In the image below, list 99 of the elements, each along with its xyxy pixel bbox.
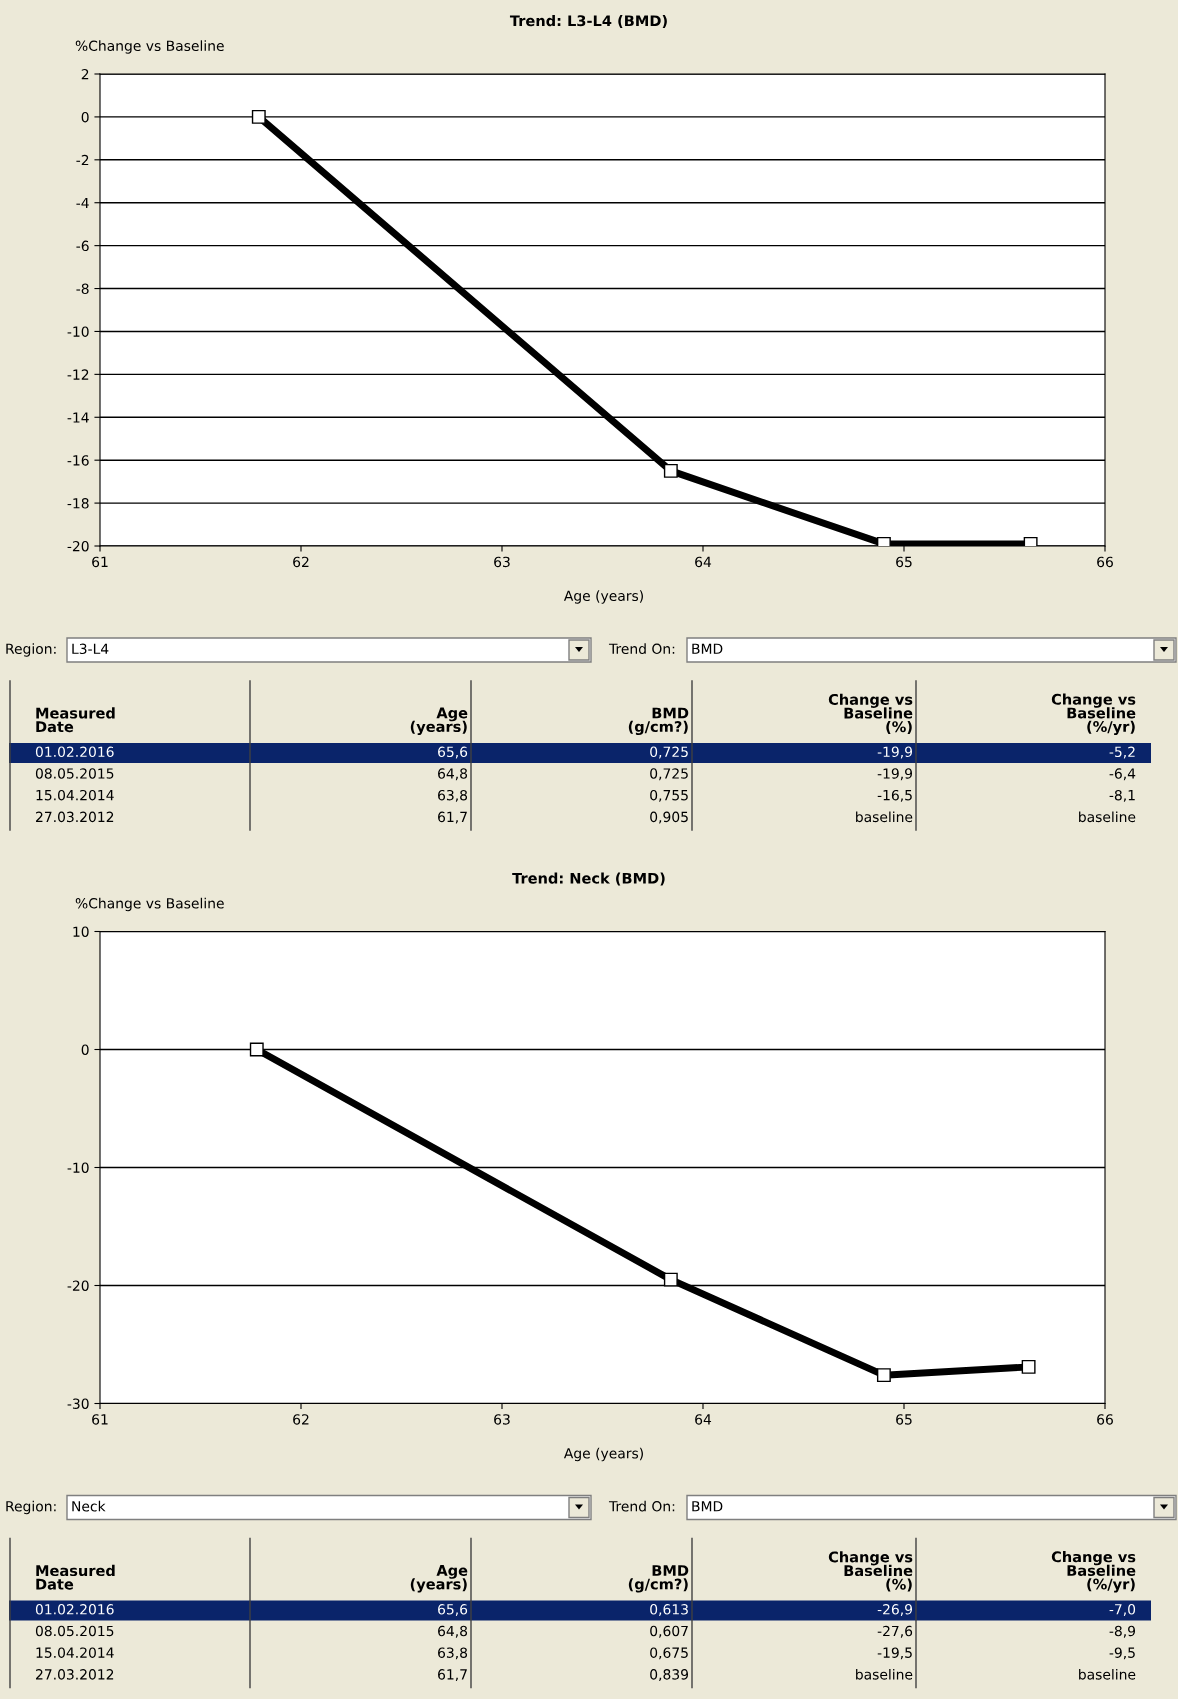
x-tick-label: 66 — [1097, 1414, 1113, 1425]
text: -16,5 — [877, 789, 912, 802]
y-tick-label: 2 — [81, 68, 89, 80]
text: Region: — [6, 643, 56, 657]
text: Trend On: — [608, 643, 675, 655]
text: 0,755 — [650, 789, 688, 802]
text: 64,8 — [438, 1625, 468, 1638]
x-tick-label: 64 — [695, 1414, 712, 1425]
x-axis-title: Age (years) — [563, 1447, 643, 1462]
text: BMD — [692, 643, 723, 654]
text: 65,6 — [438, 1604, 468, 1616]
text: -19,5 — [877, 1647, 912, 1660]
point — [663, 1272, 678, 1287]
y-tick-label: -30 — [67, 1398, 89, 1409]
text: -6,4 — [1109, 768, 1136, 781]
x-axis-title: Age (years) — [563, 590, 643, 604]
text: BMD (g/cm?) — [628, 707, 689, 735]
x-tick-label: 65 — [896, 556, 912, 568]
y-tick-label: -4 — [76, 197, 89, 208]
text: -19,9 — [877, 746, 913, 759]
text: Measured Date — [36, 707, 115, 733]
text: Neck — [72, 1500, 106, 1512]
text: baseline — [856, 811, 913, 823]
text: 08.05.2015 — [35, 768, 114, 779]
text: -8,9 — [1109, 1625, 1136, 1638]
x-tick-label: 63 — [494, 1414, 510, 1425]
text: baseline — [856, 1668, 913, 1680]
text: 08.05.2015 — [35, 1625, 114, 1637]
text: Measured Date — [36, 1564, 115, 1590]
y-tick-label: -8 — [76, 283, 89, 295]
text: 65,6 — [438, 746, 468, 759]
text: -26,9 — [877, 1604, 913, 1616]
y-tick-label: -20 — [67, 1280, 89, 1291]
y-axis-title: %Change vs Baseline — [75, 40, 224, 54]
text: 64,8 — [438, 768, 468, 781]
text: Age (years) — [410, 707, 468, 735]
x-tick-label: 65 — [896, 1414, 912, 1425]
x-tick-label: 66 — [1097, 556, 1113, 568]
x-tick-label: 64 — [695, 556, 712, 568]
text: 0,675 — [650, 1647, 688, 1660]
text: 27.03.2012 — [36, 1669, 114, 1680]
x-tick-label: 62 — [293, 556, 309, 568]
y-tick-label: -14 — [67, 412, 89, 423]
x-tick-label: 63 — [494, 556, 510, 568]
x-tick-label: 62 — [293, 1414, 309, 1425]
text: baseline — [1079, 1668, 1136, 1680]
text: 63,8 — [438, 789, 468, 802]
text: BMD — [692, 1501, 723, 1512]
point — [876, 1368, 891, 1383]
y-tick-label: 0 — [81, 111, 89, 123]
point — [249, 1042, 264, 1057]
text: Change vs Baseline (%/yr) — [1051, 1551, 1136, 1593]
y-tick-label: -6 — [76, 240, 89, 252]
text: -7,0 — [1109, 1604, 1136, 1616]
y-tick-label: 10 — [73, 926, 89, 937]
text: -9,5 — [1109, 1647, 1135, 1660]
text: 01.02.2016 — [35, 746, 114, 758]
text: 63,8 — [438, 1647, 468, 1660]
text: 0,905 — [650, 811, 688, 824]
text: 27.03.2012 — [36, 811, 114, 823]
text: 0,725 — [650, 768, 688, 781]
text: Change vs Baseline (%/yr) — [1051, 693, 1136, 735]
text: -19,9 — [877, 768, 913, 781]
text: 15.04.2014 — [36, 789, 114, 801]
text: 15.04.2014 — [36, 1647, 114, 1658]
text: -5,2 — [1109, 746, 1135, 759]
text: 61,7 — [438, 811, 467, 824]
y-tick-label: -2 — [76, 154, 89, 166]
text: -27,6 — [877, 1625, 913, 1638]
text: Age (years) — [410, 1565, 468, 1593]
x-tick-label: 61 — [92, 1414, 108, 1425]
text: 01.02.2016 — [35, 1604, 114, 1615]
y-tick-label: -16 — [67, 455, 89, 466]
text: baseline — [1079, 811, 1136, 823]
x-tick-label: 61 — [92, 556, 108, 568]
text: BMD (g/cm?) — [628, 1565, 689, 1593]
text: 0,607 — [650, 1625, 688, 1638]
y-tick-label: -12 — [67, 369, 89, 380]
point — [1021, 1359, 1036, 1374]
text: 61,7 — [438, 1669, 467, 1682]
point — [663, 463, 678, 478]
y-axis-title: %Change vs Baseline — [75, 897, 224, 912]
y-tick-label: 0 — [81, 1044, 89, 1055]
chart-title: Trend: Neck (BMD) — [512, 872, 665, 886]
text: -8,1 — [1109, 789, 1135, 802]
text: Trend On: — [608, 1500, 675, 1512]
text: L3-L4 — [72, 643, 109, 655]
text: Change vs Baseline (%) — [828, 693, 913, 734]
text: 0,725 — [650, 746, 688, 759]
text: 0,839 — [650, 1669, 689, 1682]
text: 0,613 — [650, 1604, 688, 1616]
y-tick-label: -10 — [67, 326, 89, 337]
y-tick-label: -10 — [67, 1162, 89, 1173]
chart-title: Trend: L3-L4 (BMD) — [509, 14, 667, 28]
text: Region: — [6, 1500, 56, 1515]
y-tick-label: -20 — [67, 540, 89, 552]
text: Change vs Baseline (%) — [828, 1551, 913, 1592]
point — [251, 109, 266, 124]
y-tick-label: -18 — [67, 498, 89, 509]
